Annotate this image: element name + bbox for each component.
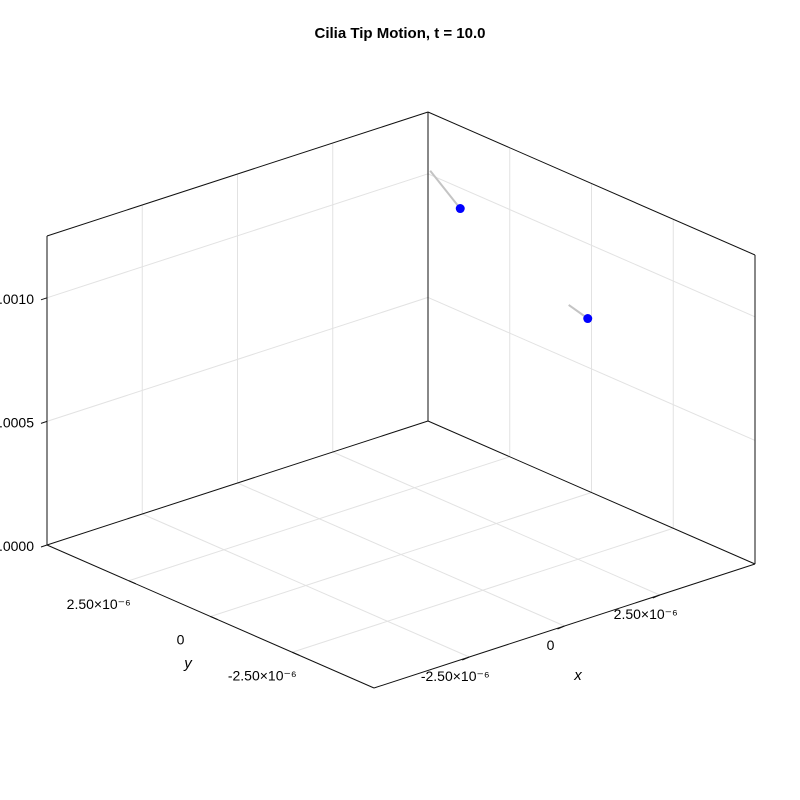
grid-line-wall-z-a-1 [46,296,429,422]
y-axis-label: y [183,655,193,672]
x-tick-mark-2 [652,594,660,599]
z-tick-label-0: 0.0000 [0,538,34,554]
frame-edge-top-left [46,111,429,237]
axis-frame [46,111,756,689]
grid-line-wall-z-a-2 [46,173,429,299]
tick-layer: -2.50×10⁻⁶ 0 2.50×10⁻⁶ -2.50×10⁻⁶ 0 2.50×10⁻⁶… [0,291,678,684]
x-tick-label-2: 2.50×10⁻⁶ [614,606,678,622]
x-tick-mark-1 [557,625,565,630]
grid-layer [46,143,756,658]
y-tick-mark-0 [292,651,300,656]
cilia-trail-0 [429,170,461,210]
y-tick-label-2: 2.50×10⁻⁶ [67,596,131,612]
x-tick-label-0: -2.50×10⁻⁶ [421,668,490,684]
grid-line-wall-z-b-1 [427,296,756,441]
frame-edge-back-y [427,420,756,565]
y-tick-mark-1 [210,616,218,620]
y-tick-label-0: -2.50×10⁻⁶ [228,667,297,683]
y-tick-mark-2 [128,580,136,585]
grid-line-floor-y-1 [210,492,592,617]
cilia-tip-1 [583,314,593,324]
y-tick-label-1: 0 [177,632,185,648]
cilia-tip-0 [455,204,465,214]
chart-title: Cilia Tip Motion, t = 10.0 [315,25,486,42]
grid-line-wall-z-b-2 [427,173,756,318]
x-tick-label-1: 0 [547,637,555,653]
grid-line-floor-y-2 [128,456,510,582]
z-tick-mark-0 [40,544,48,548]
z-tick-mark-1 [40,420,48,424]
x-axis-label: x [573,667,582,684]
z-tick-label-1: 0.0005 [0,414,34,430]
x-tick-mark-0 [462,656,470,661]
z-tick-mark-2 [40,297,48,301]
series-layer [429,170,593,324]
frame-edge-top-right [427,111,756,256]
grid-line-floor-y-0 [292,527,674,653]
z-tick-label-2: 0.0010 [0,291,34,307]
frame-edge-back-x [46,420,429,546]
